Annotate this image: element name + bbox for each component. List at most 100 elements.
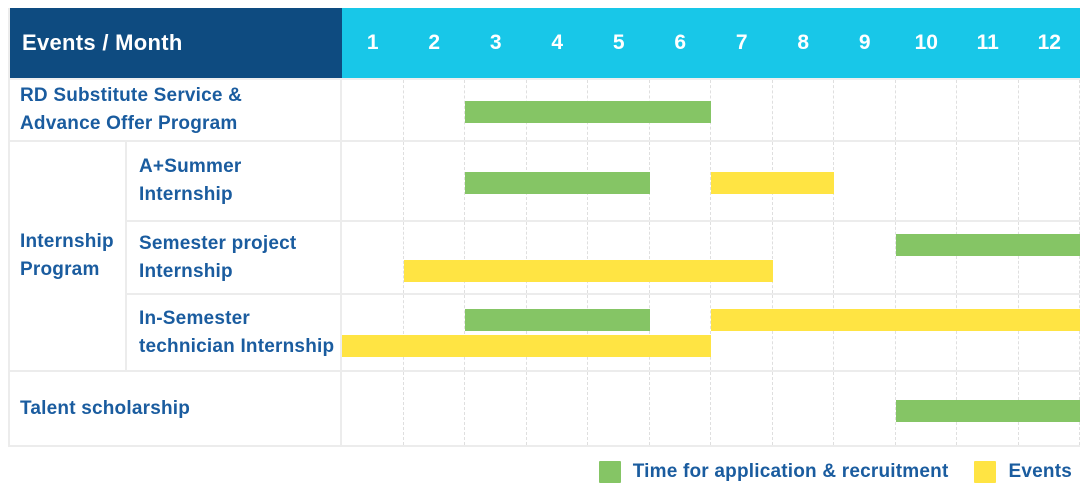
month-grid-cell [896, 295, 957, 370]
month-grid-cell [834, 295, 896, 370]
chart-area-a-summer-internship [342, 142, 1080, 220]
month-grid-cell [588, 295, 650, 370]
month-grid-cell [342, 372, 404, 445]
chart-area-in-semester-technician-internship [342, 295, 1080, 370]
month-tick-3: 3 [489, 31, 502, 54]
row-label-line: technician Internship [139, 335, 335, 357]
row-label-line: Advance Offer Program [20, 113, 238, 134]
gantt-bar-application [895, 233, 1080, 256]
chart-area-semester-project-internship [342, 222, 1080, 293]
month-grid-cell [465, 295, 527, 370]
month-grid-cell [896, 142, 957, 220]
month-grid-cell [711, 295, 773, 370]
month-grid-cell [527, 222, 588, 293]
month-tick-6: 6 [674, 31, 687, 54]
row-label-line: RD Substitute Service & [20, 85, 243, 106]
row-label-line: A+Summer [139, 156, 242, 177]
month-grid-cell [1019, 295, 1080, 370]
row-label-talent-scholarship: Talent scholarship [10, 372, 342, 445]
table-header-row: Events / Month 1 2 3 4 5 6 7 8 9 10 11 12 [10, 8, 1080, 78]
month-grid-cell [588, 222, 650, 293]
month-grid-cell [588, 372, 650, 445]
month-tick-9: 9 [858, 31, 871, 54]
month-grid-cell [650, 372, 711, 445]
chart-area-rd-substitute-service [342, 80, 1080, 140]
month-grid-cell [1019, 80, 1080, 140]
month-grid-cell [404, 80, 465, 140]
chart-area-talent-scholarship [342, 372, 1080, 445]
month-grid-cell [404, 372, 465, 445]
row-label-line: Talent scholarship [20, 397, 191, 419]
group-label-internship-program: Internship Program [10, 142, 127, 370]
row-label-semester-project-internship: Semester project Internship [127, 222, 342, 293]
month-grid-cell [342, 222, 404, 293]
month-grid-cell [957, 295, 1019, 370]
gantt-bar-event [342, 334, 711, 357]
month-grid-cell [711, 222, 773, 293]
month-grid-cell [834, 80, 896, 140]
group-label-line: Program [20, 259, 100, 280]
row-label-line: In-Semester [139, 307, 250, 329]
month-grid-cell [834, 142, 896, 220]
gantt-bar-application [465, 308, 650, 331]
gantt-bar-application [895, 399, 1080, 422]
row-semester-project-internship: Semester project Internship [127, 222, 1080, 295]
row-rd-substitute-service: RD Substitute Service & Advance Offer Pr… [10, 80, 1080, 142]
row-talent-scholarship: Talent scholarship [10, 372, 1080, 445]
month-tick-12: 12 [1037, 31, 1061, 54]
month-grid-cell [465, 222, 527, 293]
month-grid-cell [773, 372, 834, 445]
month-grid-cell [342, 142, 404, 220]
row-label-in-semester-technician-internship: In-Semester technician Internship [127, 295, 342, 370]
legend-swatch-application-icon [598, 461, 621, 483]
month-grid-cell [834, 372, 896, 445]
month-grid-cell [527, 372, 588, 445]
month-grid-cell [711, 372, 773, 445]
group-internship-program: Internship Program A+Summer Internship S… [10, 142, 1080, 372]
row-a-summer-internship: A+Summer Internship [127, 142, 1080, 222]
row-label-line: Semester project [139, 232, 297, 254]
gantt-bar-event [403, 259, 773, 282]
gantt-bar-application [465, 101, 711, 123]
row-in-semester-technician-internship: In-Semester technician Internship [127, 295, 1080, 370]
events-month-table: Events / Month 1 2 3 4 5 6 7 8 9 10 11 12 RD Substi… [8, 8, 1080, 447]
row-label-line: Internship [139, 184, 233, 205]
month-grid-cell [957, 142, 1019, 220]
month-tick-2: 2 [428, 31, 441, 54]
month-grid-cell [957, 222, 1019, 293]
gantt-bar-application [465, 172, 650, 194]
month-tick-4: 4 [551, 31, 564, 54]
month-grid-cell [650, 142, 711, 220]
row-label-line: Internship [139, 260, 233, 282]
month-grid-cell [650, 295, 711, 370]
month-grid-cell [773, 222, 834, 293]
gantt-bar-event [711, 172, 834, 194]
month-grid-cell [773, 80, 834, 140]
month-grid-cell [896, 80, 957, 140]
month-grid-cell [650, 222, 711, 293]
row-label-rd-substitute-service: RD Substitute Service & Advance Offer Pr… [10, 80, 342, 140]
table-body: RD Substitute Service & Advance Offer Pr… [10, 78, 1080, 445]
month-grid-cell [404, 295, 465, 370]
group-label-line: Internship [20, 231, 114, 252]
month-grid-cell [834, 222, 896, 293]
month-grid-cell [342, 295, 404, 370]
legend: Time for application & recruitment Event… [598, 456, 1072, 488]
gantt-bar-event [711, 308, 1080, 331]
month-tick-10: 10 [914, 31, 938, 54]
month-grid-cell [896, 222, 957, 293]
month-axis: 1 2 3 4 5 6 7 8 9 10 11 12 [342, 8, 1080, 78]
legend-label-events: Events [1008, 461, 1072, 482]
month-grid-cell [465, 372, 527, 445]
month-tick-1: 1 [366, 31, 379, 54]
month-grid-cell [342, 80, 404, 140]
month-grid-cell [1019, 142, 1080, 220]
legend-swatch-events-icon [974, 461, 997, 483]
month-grid-cell [711, 80, 773, 140]
month-grid-cell [404, 142, 465, 220]
month-grid-cell [527, 295, 588, 370]
month-grid-cell [773, 295, 834, 370]
month-tick-8: 8 [797, 31, 810, 54]
group-subrows: A+Summer Internship Semester project Int… [127, 142, 1080, 370]
month-tick-11: 11 [976, 31, 999, 54]
